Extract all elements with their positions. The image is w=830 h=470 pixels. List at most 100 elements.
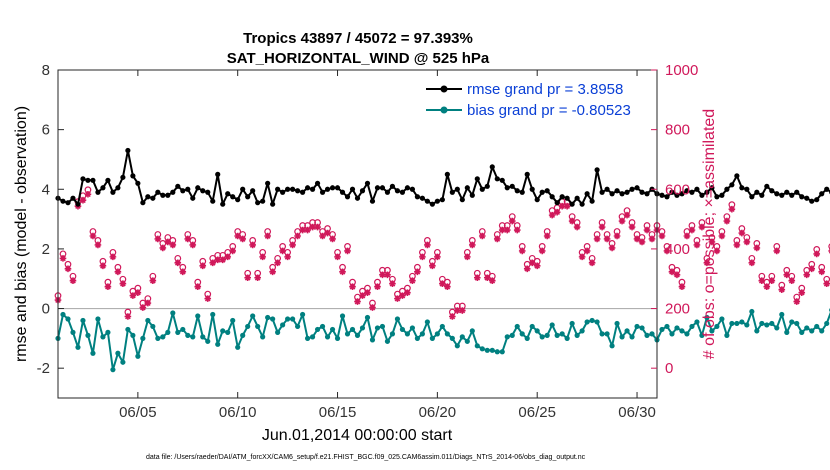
obs-assimilated-marker	[309, 223, 316, 231]
obs-assimilated-marker	[369, 304, 376, 311]
rmse-marker	[534, 197, 540, 203]
bias-marker	[270, 316, 276, 322]
bias-marker	[185, 332, 191, 338]
bias-marker	[170, 310, 176, 316]
obs-assimilated-marker	[249, 241, 256, 249]
obs-assimilated-marker	[324, 229, 331, 237]
obs-assimilated-marker	[354, 298, 361, 305]
obs-assimilated-marker	[748, 259, 756, 267]
bias-marker	[719, 316, 725, 322]
rmse-marker	[519, 189, 525, 195]
bias-marker	[324, 334, 331, 340]
bias-marker	[569, 320, 575, 327]
rmse-marker	[494, 176, 500, 182]
obs-assimilated-marker	[364, 289, 371, 296]
obs-assimilated-marker	[199, 262, 207, 270]
rmse-marker	[275, 186, 281, 192]
bias-marker	[814, 323, 820, 330]
chart-subtitle: SAT_HORIZONTAL_WIND @ 525 hPa	[227, 50, 490, 67]
y-axis-label: rmse and bias (model - observation)	[13, 106, 30, 362]
rmse-marker	[629, 186, 635, 192]
bias-marker	[509, 332, 515, 338]
rmse-marker	[70, 195, 76, 201]
bias-marker	[729, 320, 735, 327]
y-tick-label: -2	[37, 360, 50, 377]
bias-marker	[669, 331, 675, 337]
bias-marker	[155, 335, 161, 341]
rmse-marker	[270, 201, 276, 207]
obs-assimilated-marker	[768, 277, 776, 285]
y2-tick-label: 400	[665, 241, 690, 258]
rmse-marker	[255, 200, 261, 206]
rmse-marker	[60, 198, 66, 204]
bias-marker	[195, 313, 201, 319]
rmse-marker	[394, 188, 401, 194]
obs-assimilated-marker	[483, 274, 491, 282]
obs-assimilated-marker	[788, 277, 796, 285]
rmse-marker	[559, 194, 565, 200]
rmse-marker	[759, 192, 765, 198]
bias-marker	[309, 334, 316, 340]
obs-assimilated-marker	[279, 247, 286, 255]
obs-assimilated-marker	[179, 268, 187, 276]
obs-assimilated-marker	[239, 235, 246, 243]
bias-marker	[105, 329, 111, 335]
obs-assimilated-marker	[459, 307, 466, 314]
rmse-marker	[474, 176, 480, 182]
obs-assimilated-marker	[264, 232, 271, 240]
obs-assimilated-marker	[159, 244, 167, 252]
rmse-marker	[230, 194, 236, 200]
obs-count-series	[54, 186, 830, 320]
bias-marker	[779, 311, 785, 318]
rmse-marker	[349, 186, 356, 192]
rmse-marker	[554, 200, 560, 206]
rmse-marker	[549, 194, 555, 200]
rmse-marker	[479, 186, 485, 192]
bias-marker	[484, 347, 490, 353]
rmse-marker	[180, 188, 186, 194]
rmse-marker	[389, 183, 396, 189]
rmse-marker	[135, 180, 141, 186]
obs-assimilated-marker	[598, 223, 606, 231]
bias-marker	[399, 326, 406, 333]
y2-tick-label: 800	[665, 122, 690, 139]
obs-assimilated-marker	[488, 277, 496, 285]
rmse-marker	[574, 195, 580, 201]
rmse-marker	[664, 194, 670, 200]
bias-marker	[364, 314, 371, 321]
x-tick-label: 06/15	[319, 404, 357, 421]
obs-assimilated-marker	[169, 241, 177, 249]
x-axis-label: Jun.01,2014 00:00:00 start	[262, 427, 453, 444]
bias-marker	[764, 322, 770, 328]
legend-bias-marker	[440, 106, 448, 114]
rmse-marker	[529, 186, 535, 192]
rmse-marker	[514, 188, 520, 194]
bias-marker	[819, 328, 825, 334]
obs-assimilated-marker	[618, 217, 626, 225]
obs-assimilated-marker	[209, 259, 217, 267]
obs-assimilated-marker	[728, 205, 736, 213]
rmse-marker	[789, 192, 795, 198]
bias-marker	[314, 326, 321, 333]
legend-bias-label: bias grand pr = -0.80523	[467, 102, 631, 119]
y-tick-label: 4	[42, 181, 50, 198]
obs-assimilated-marker	[414, 268, 421, 276]
plot-area	[58, 70, 657, 398]
obs-assimilated-marker	[813, 250, 821, 258]
obs-assimilated-marker	[379, 271, 386, 279]
rmse-marker	[115, 185, 121, 191]
rmse-marker	[85, 177, 91, 183]
y2-tick-label: 600	[665, 181, 690, 198]
bias-marker	[734, 320, 740, 327]
rmse-marker	[200, 188, 206, 194]
obs-assimilated-marker	[449, 313, 456, 320]
obs-assimilated-marker	[733, 241, 741, 249]
rmse-marker	[240, 186, 246, 192]
obs-assimilated-marker	[129, 292, 137, 299]
rmse-marker	[155, 189, 161, 195]
rmse-marker	[724, 186, 730, 192]
obs-assimilated-marker	[84, 190, 92, 198]
bias-marker	[424, 319, 430, 325]
rmse-marker	[544, 188, 550, 194]
